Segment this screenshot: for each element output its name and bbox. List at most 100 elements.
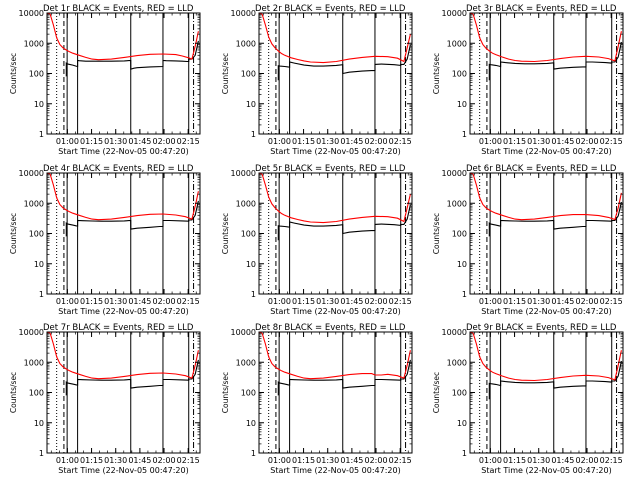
series-events-line <box>65 40 199 77</box>
panel-1: Det 1r BLACK = Events, RED = LLD 1 10 100 10… <box>9 4 201 156</box>
series-events-line <box>277 204 411 241</box>
panel-9: Det 9r BLACK = Events, RED = LLD 1 10 100 10… <box>432 323 624 475</box>
y-tick-label: 100 <box>29 70 44 79</box>
x-tick-label: 01:00 <box>268 297 291 306</box>
y-tick-label: 1000 <box>24 199 44 208</box>
x-tick-label: 01:30 <box>104 137 127 146</box>
y-tick-label: 10 <box>246 260 256 269</box>
panel-title: Det 1r BLACK = Events, RED = LLD <box>43 4 194 14</box>
y-tick-label: 100 <box>29 389 44 398</box>
panel-title: Det 2r BLACK = Events, RED = LLD <box>255 4 406 14</box>
x-tick-label: 02:15 <box>389 137 412 146</box>
x-tick-label: 01:15 <box>292 137 315 146</box>
x-tick-label: 02:00 <box>153 297 176 306</box>
x-tick-label: 01:15 <box>80 297 103 306</box>
x-axis-label: Start Time (22-Nov-05 00:47:20) <box>481 466 611 475</box>
x-tick-label: 01:45 <box>340 137 363 146</box>
x-tick-label: 02:00 <box>153 456 176 465</box>
x-tick-label: 01:15 <box>292 456 315 465</box>
series-lld-line <box>46 12 199 61</box>
y-tick-label: 10000 <box>442 328 467 337</box>
y-tick-label: 10 <box>246 419 256 428</box>
plot-frame <box>258 172 413 295</box>
y-axis-label: Counts/sec <box>432 372 441 413</box>
y-tick-label: 1000 <box>236 199 256 208</box>
series-lld-line <box>469 172 622 221</box>
series-lld-line <box>258 12 411 64</box>
x-tick-label: 01:30 <box>527 456 550 465</box>
y-tick-label: 100 <box>241 70 256 79</box>
x-tick-label: 01:45 <box>340 297 363 306</box>
y-tick-label: 10000 <box>19 9 44 18</box>
x-tick-label: 02:15 <box>389 297 412 306</box>
series-lld-line <box>258 331 411 380</box>
x-tick-label: 02:00 <box>576 456 599 465</box>
x-tick-label: 02:00 <box>365 137 388 146</box>
x-tick-label: 02:15 <box>600 137 623 146</box>
series-lld-line <box>46 331 199 380</box>
x-tick-label: 01:45 <box>551 297 574 306</box>
series-lld-line <box>46 172 199 221</box>
x-tick-label: 01:00 <box>479 297 502 306</box>
x-tick-label: 01:00 <box>56 137 79 146</box>
y-tick-label: 100 <box>452 389 467 398</box>
series-events-line <box>488 41 622 81</box>
x-tick-label: 01:30 <box>527 137 550 146</box>
y-axis-label: Counts/sec <box>432 53 441 94</box>
x-tick-label: 01:15 <box>80 137 103 146</box>
x-tick-label: 02:00 <box>365 456 388 465</box>
x-tick-label: 01:45 <box>128 297 151 306</box>
x-tick-label: 01:30 <box>316 297 339 306</box>
panel-title: Det 9r BLACK = Events, RED = LLD <box>466 323 617 333</box>
y-tick-label: 10 <box>34 260 44 269</box>
x-tick-label: 01:00 <box>479 137 502 146</box>
series-events-line <box>65 200 199 237</box>
y-tick-label: 1000 <box>447 199 467 208</box>
y-axis-label: Counts/sec <box>221 53 230 94</box>
y-tick-label: 1000 <box>236 358 256 367</box>
plot-frame <box>469 172 624 295</box>
x-axis-label: Start Time (22-Nov-05 00:47:20) <box>58 466 188 475</box>
y-tick-label: 1000 <box>447 358 467 367</box>
y-tick-label: 10000 <box>19 328 44 337</box>
y-tick-label: 1000 <box>24 39 44 48</box>
series-events-line <box>65 359 199 396</box>
series-events-line <box>277 44 411 81</box>
panel-title: Det 3r BLACK = Events, RED = LLD <box>466 4 617 14</box>
y-axis-label: Counts/sec <box>221 213 230 254</box>
x-tick-label: 01:45 <box>128 137 151 146</box>
panel-title: Det 7r BLACK = Events, RED = LLD <box>43 323 194 333</box>
y-tick-label: 100 <box>452 70 467 79</box>
y-tick-label: 10 <box>34 100 44 109</box>
plot-frame <box>469 12 624 135</box>
y-tick-label: 10 <box>246 100 256 109</box>
series-lld-line <box>469 12 622 63</box>
y-tick-label: 1 <box>251 130 256 139</box>
x-tick-label: 02:15 <box>600 297 623 306</box>
y-tick-label: 100 <box>29 230 44 239</box>
y-axis-label: Counts/sec <box>9 213 18 254</box>
x-tick-label: 01:45 <box>340 456 363 465</box>
x-axis-label: Start Time (22-Nov-05 00:47:20) <box>481 147 611 156</box>
plot-frame <box>46 172 201 295</box>
panel-2: Det 2r BLACK = Events, RED = LLD 1 10 100 10… <box>221 4 413 156</box>
panel-3: Det 3r BLACK = Events, RED = LLD 1 10 100 10… <box>432 4 624 156</box>
plot-frame <box>469 331 624 454</box>
y-axis-label: Counts/sec <box>432 213 441 254</box>
x-tick-label: 01:15 <box>503 297 526 306</box>
y-axis-label: Counts/sec <box>221 372 230 413</box>
x-tick-label: 01:15 <box>80 456 103 465</box>
y-tick-label: 1000 <box>24 358 44 367</box>
x-tick-label: 01:15 <box>503 456 526 465</box>
x-tick-label: 01:30 <box>316 137 339 146</box>
y-tick-label: 10 <box>457 100 467 109</box>
series-events-line <box>488 201 622 237</box>
x-axis-label: Start Time (22-Nov-05 00:47:20) <box>270 147 400 156</box>
y-axis-label: Counts/sec <box>9 372 18 413</box>
y-tick-label: 1 <box>39 290 44 299</box>
x-tick-label: 02:15 <box>177 456 200 465</box>
y-tick-label: 10000 <box>19 169 44 178</box>
panel-7: Det 7r BLACK = Events, RED = LLD 1 10 100 10… <box>9 323 201 475</box>
x-tick-label: 01:45 <box>128 456 151 465</box>
